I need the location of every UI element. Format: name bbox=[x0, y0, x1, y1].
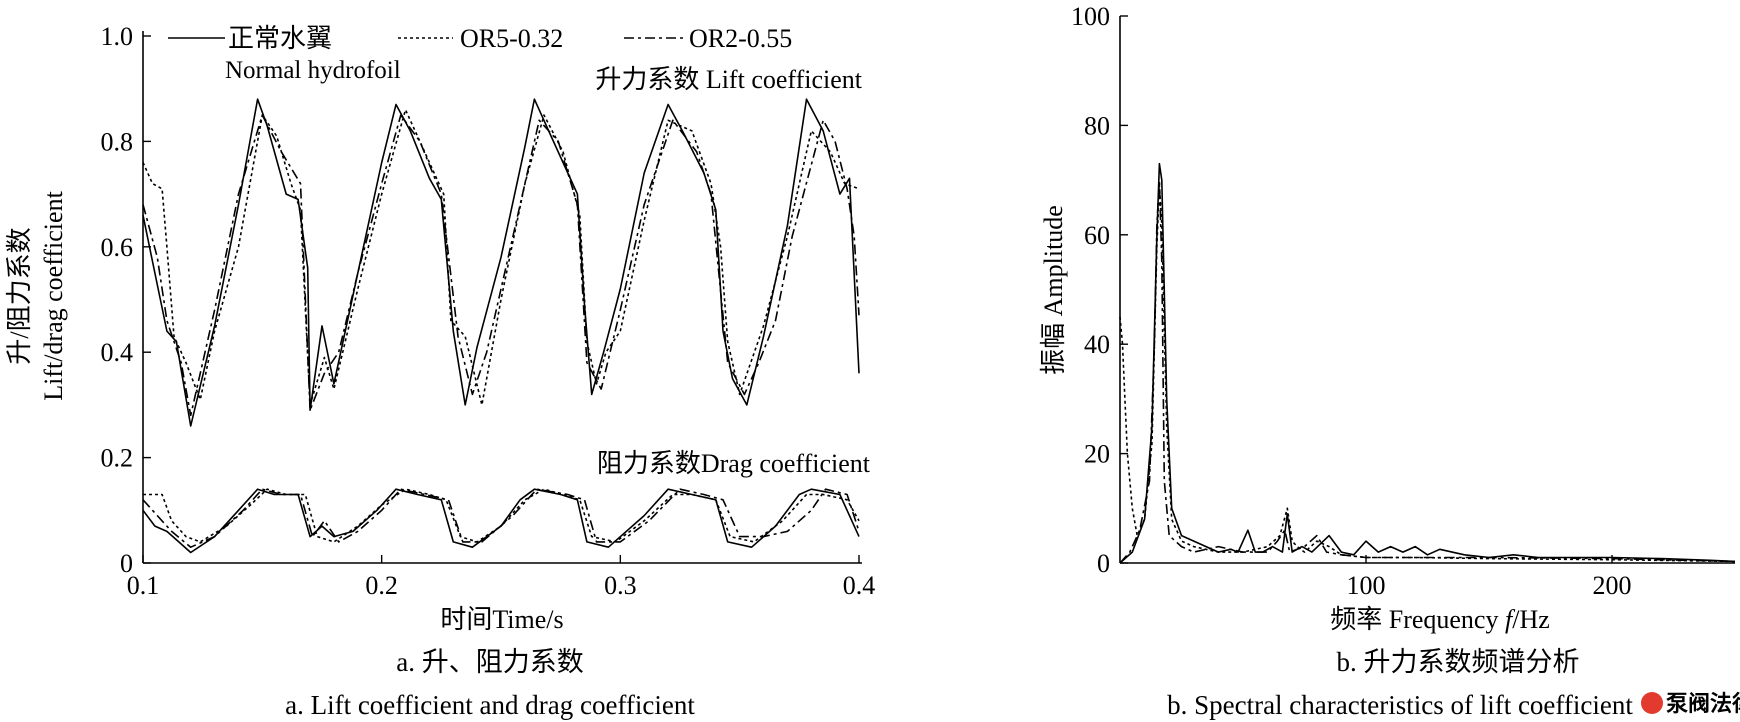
chart-b-y-label: 振幅 Amplitude bbox=[1039, 205, 1068, 375]
chart-b-x-label-prefix: 频率 Frequency bbox=[1330, 605, 1505, 634]
y-tick-label: 80 bbox=[1084, 111, 1110, 140]
watermark-text: 泵阀法律 bbox=[1666, 691, 1740, 716]
y-tick-label: 0.2 bbox=[101, 444, 134, 473]
x-tick-label: 200 bbox=[1593, 571, 1632, 600]
chart-a: 0.1 0.2 0.3 0.4 0 0.2 0.4 0.6 0.8 1.0 正常水翼 OR5-0.… bbox=[5, 22, 875, 720]
lift-annotation: 升力系数 Lift coefficient bbox=[595, 65, 862, 94]
chart-a-caption-en: a. Lift coefficient and drag coefficient bbox=[285, 690, 695, 720]
legend-label-or2: OR2-0.55 bbox=[689, 24, 792, 53]
legend-label-or5: OR5-0.32 bbox=[460, 24, 563, 53]
y-tick-label: 0.8 bbox=[101, 127, 134, 156]
chart-b-x-label-unit: /Hz bbox=[1512, 605, 1550, 634]
watermark: 泵阀法律 bbox=[1641, 691, 1740, 716]
x-tick-label: 0.2 bbox=[365, 571, 398, 600]
chart-a-ticks: 0.1 0.2 0.3 0.4 0 0.2 0.4 0.6 0.8 1.0 bbox=[101, 22, 876, 600]
series-line-1 bbox=[142, 109, 860, 406]
chart-b: 100 200 0 20 40 60 80 100 频率 Frequency f/Hz 振幅 … bbox=[1039, 2, 1736, 720]
series-line-1 bbox=[1119, 184, 1736, 563]
legend-label-normal: 正常水翼 bbox=[228, 24, 332, 53]
x-tick-label: 0.4 bbox=[843, 571, 876, 600]
drag-annotation: 阻力系数Drag coefficient bbox=[597, 449, 871, 478]
chart-b-x-label: 频率 Frequency f/Hz bbox=[1330, 605, 1550, 634]
chart-a-x-label: 时间Time/s bbox=[440, 605, 563, 634]
chart-a-legend: 正常水翼 OR5-0.32 OR2-0.55 Normal hydrofoil bbox=[168, 24, 792, 84]
chart-b-caption-en: b. Spectral characteristics of lift coef… bbox=[1167, 690, 1633, 720]
chart-a-series bbox=[142, 98, 860, 554]
series-line-3 bbox=[142, 488, 860, 554]
y-tick-label: 20 bbox=[1084, 440, 1110, 469]
series-line-0 bbox=[142, 98, 860, 427]
chart-a-caption-cn: a. 升、阻力系数 bbox=[396, 647, 583, 677]
legend-sub-label: Normal hydrofoil bbox=[225, 57, 401, 84]
chart-a-y-label-cn: 升/阻力系数 bbox=[5, 227, 34, 364]
x-tick-label: 0.3 bbox=[604, 571, 637, 600]
y-tick-label: 40 bbox=[1084, 330, 1110, 359]
series-line-2 bbox=[1119, 179, 1736, 564]
y-tick-label: 0 bbox=[120, 549, 133, 578]
chart-b-x-label-var: f bbox=[1505, 605, 1516, 634]
x-tick-label: 0.1 bbox=[127, 571, 160, 600]
y-tick-label: 0.6 bbox=[101, 233, 134, 262]
y-tick-label: 60 bbox=[1084, 221, 1110, 250]
watermark-logo bbox=[1641, 692, 1663, 714]
y-tick-label: 0.4 bbox=[101, 338, 134, 367]
y-tick-label: 100 bbox=[1071, 2, 1110, 31]
chart-b-caption-cn: b. 升力系数频谱分析 bbox=[1337, 647, 1580, 677]
chart-a-y-label-en: Lift/drag coefficient bbox=[39, 190, 68, 400]
x-tick-label: 100 bbox=[1347, 571, 1386, 600]
y-tick-label: 0 bbox=[1097, 549, 1110, 578]
chart-b-ticks: 100 200 0 20 40 60 80 100 bbox=[1071, 2, 1632, 600]
series-line-5 bbox=[142, 488, 860, 548]
series-line-2 bbox=[142, 114, 860, 417]
series-line-0 bbox=[1119, 162, 1736, 564]
y-tick-label: 1.0 bbox=[101, 22, 134, 51]
chart-b-series bbox=[1119, 162, 1736, 564]
